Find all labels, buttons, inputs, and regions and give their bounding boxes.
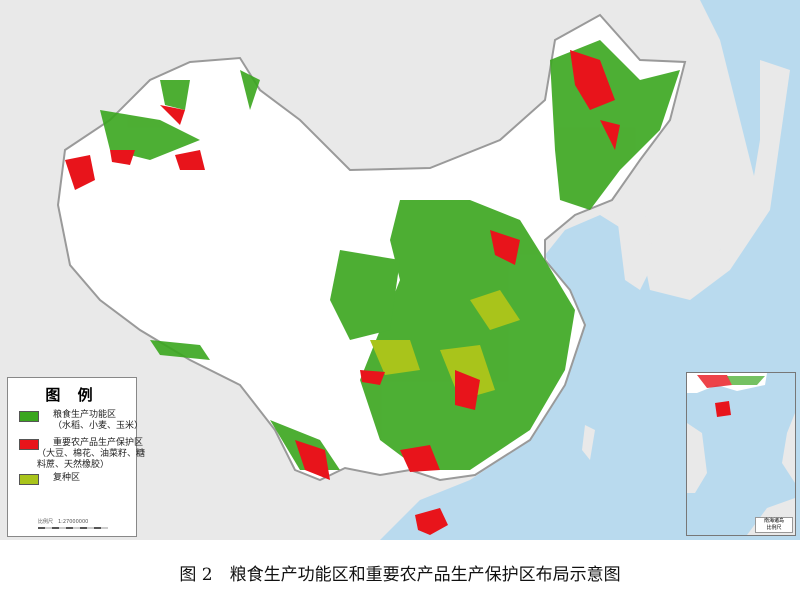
legend-item-grain: 粮食生产功能区 （水稻、小麦、玉米） xyxy=(19,410,143,432)
legend-swatch xyxy=(19,474,39,485)
figure-caption: 图 2 粮食生产功能区和重要农产品生产保护区布局示意图 xyxy=(179,565,621,585)
scale-bar xyxy=(38,527,108,529)
legend-label: 复种区 xyxy=(53,473,81,483)
korea xyxy=(615,200,655,290)
inset-map xyxy=(687,373,795,535)
legend-item-double-crop: 复种区 xyxy=(19,473,81,485)
legend-title: 图 例 xyxy=(45,386,99,404)
inset-scale: 比例尺 xyxy=(766,525,782,531)
scale-text: 比例尺 1:27000000 xyxy=(38,519,89,525)
legend-label: 粮食生产功能区 xyxy=(53,410,117,420)
double-crop-zones xyxy=(370,290,520,400)
key-product-zones xyxy=(65,50,620,535)
south-china-sea-inset: 南海诸岛 比例尺 xyxy=(686,372,796,536)
legend-sublabel: （水稻、小麦、玉米） xyxy=(53,421,144,431)
legend-label: 重要农产品生产保护区 xyxy=(53,438,144,448)
inset-label: 南海诸岛 比例尺 xyxy=(755,517,793,533)
legend-item-key-products: 重要农产品生产保护区 （大豆、棉花、油菜籽、糖料蔗、天然橡胶） xyxy=(19,438,147,471)
inset-title: 南海诸岛 xyxy=(763,518,784,524)
taiwan xyxy=(582,425,595,460)
japan xyxy=(680,60,790,300)
legend-swatch xyxy=(19,411,39,422)
legend: 图 例 粮食生产功能区 （水稻、小麦、玉米） 重要农产品生产保护区 （大豆、棉花… xyxy=(7,377,145,537)
legend-swatch xyxy=(19,439,39,450)
legend-sublabel: （大豆、棉花、油菜籽、糖料蔗、天然橡胶） xyxy=(37,449,146,470)
